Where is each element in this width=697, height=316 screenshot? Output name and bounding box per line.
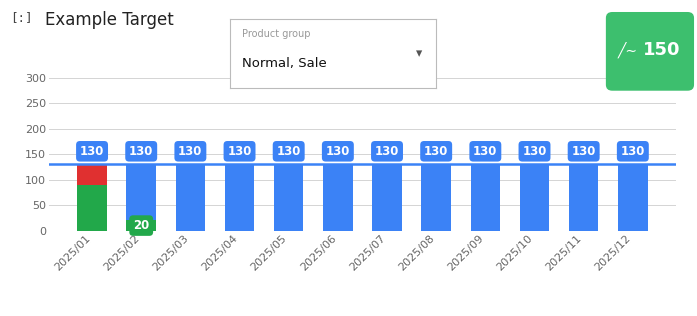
Text: Normal, Sale: Normal, Sale: [243, 57, 327, 70]
Text: 130: 130: [80, 145, 105, 158]
Text: Example Target: Example Target: [45, 11, 174, 29]
Bar: [323, 164, 353, 231]
Bar: [126, 164, 156, 231]
Text: 130: 130: [178, 145, 203, 158]
Bar: [470, 164, 500, 231]
Text: 130: 130: [620, 145, 645, 158]
Text: 130: 130: [277, 145, 301, 158]
Text: [:]: [:]: [10, 11, 33, 24]
Text: ▾: ▾: [416, 47, 422, 60]
Text: 130: 130: [424, 145, 448, 158]
Text: 150: 150: [643, 41, 681, 59]
Text: 130: 130: [325, 145, 350, 158]
Bar: [77, 164, 107, 231]
Text: 130: 130: [129, 145, 153, 158]
Bar: [176, 164, 205, 231]
Text: 130: 130: [227, 145, 252, 158]
Bar: [225, 164, 254, 231]
Text: 20: 20: [133, 219, 149, 232]
Bar: [618, 164, 648, 231]
Bar: [569, 164, 599, 231]
Bar: [372, 164, 401, 231]
Bar: [274, 164, 303, 231]
Bar: [422, 164, 451, 231]
Text: 130: 130: [375, 145, 399, 158]
Text: 130: 130: [572, 145, 596, 158]
Bar: [520, 164, 549, 231]
Text: ╱∼: ╱∼: [618, 42, 638, 58]
Bar: [77, 185, 107, 231]
Text: Product group: Product group: [243, 29, 311, 40]
Text: 130: 130: [473, 145, 498, 158]
Bar: [77, 164, 107, 185]
FancyBboxPatch shape: [606, 12, 694, 91]
Text: 130: 130: [522, 145, 546, 158]
Bar: [126, 221, 156, 231]
